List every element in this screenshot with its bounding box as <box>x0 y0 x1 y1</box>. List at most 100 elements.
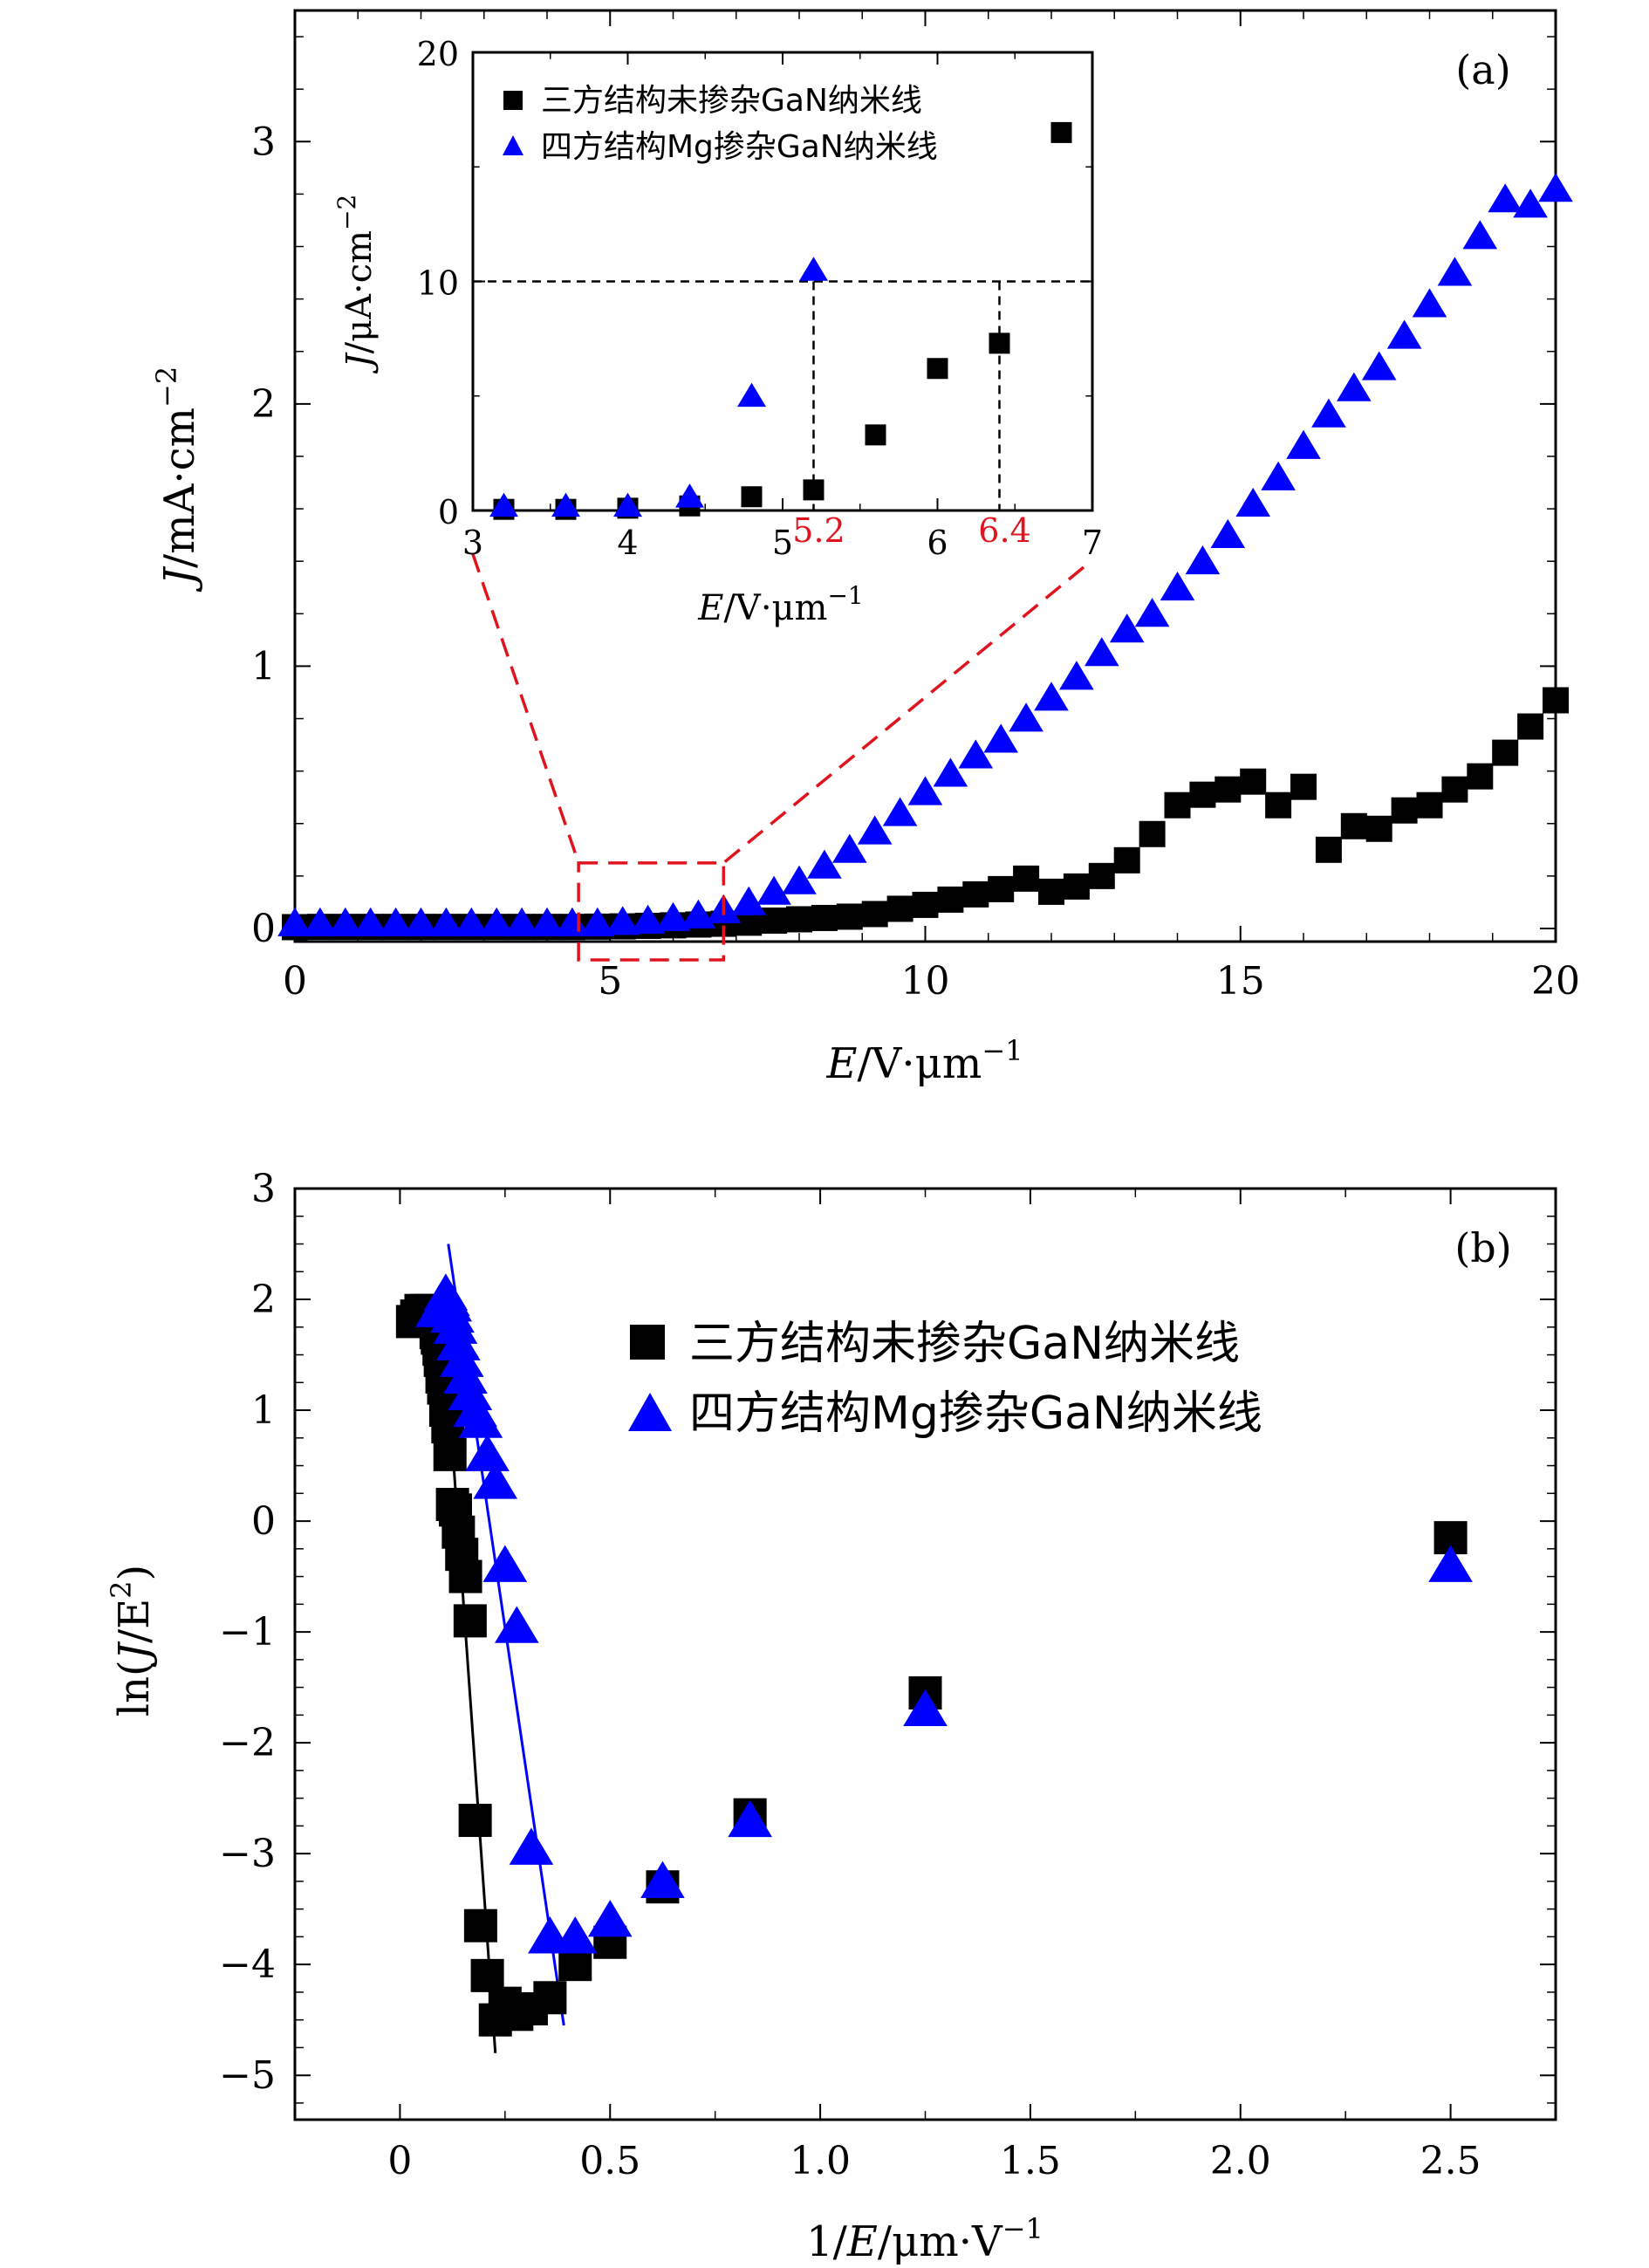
triangle-marker <box>1428 1545 1473 1582</box>
inset-legend: 三方结构未掺杂GaN纳米线 四方结构Mg掺杂GaN纳米线 <box>503 83 938 165</box>
triangle-marker <box>832 833 867 863</box>
square-marker <box>435 1488 469 1522</box>
square-marker <box>1290 773 1317 800</box>
panel-a-y-tick-label: 0 <box>251 907 276 951</box>
triangle-marker <box>580 907 615 936</box>
square-marker <box>1139 820 1166 847</box>
square-marker <box>1265 791 1292 819</box>
triangle-marker <box>728 1799 772 1838</box>
zoom-region <box>577 861 726 962</box>
panel-a-y-tick-label: 3 <box>251 120 276 164</box>
triangle-marker <box>328 907 363 936</box>
triangle-marker <box>756 875 791 905</box>
triangle-marker <box>473 1462 518 1499</box>
square-marker <box>761 907 788 934</box>
legend-label: 四方结构Mg掺杂GaN纳米线 <box>689 1388 1262 1440</box>
panel-b-y-tick-label: −3 <box>219 1832 276 1876</box>
square-marker <box>937 886 964 913</box>
square-marker <box>741 486 763 508</box>
inset-x-tick-label: 5 <box>772 524 793 562</box>
panel-b-x-tick-label: 2.5 <box>1420 2139 1481 2183</box>
triangle-marker <box>1059 661 1094 690</box>
triangle-marker <box>428 907 464 936</box>
panel-a-x-tick-label: 10 <box>901 959 950 1004</box>
panel-b-y-tick-label: −2 <box>219 1721 276 1765</box>
square-marker <box>1517 713 1544 740</box>
triangle-marker <box>1009 702 1043 732</box>
panel-a: 0 5 10 15 20 0 1 2 3 (a) E/V·μm−1 J/mA·cm−2 3 4 5 6… <box>150 9 1580 1088</box>
triangle-marker <box>1286 429 1321 459</box>
square-marker <box>1088 862 1115 889</box>
square-marker <box>1467 763 1494 790</box>
triangle-marker <box>675 483 704 508</box>
square-marker <box>478 2003 512 2037</box>
square-marker <box>912 891 939 918</box>
triangle-marker <box>1513 188 1548 218</box>
square-marker <box>1113 846 1140 874</box>
zoom-connector-line <box>471 553 580 864</box>
inset-y-tick-label: 0 <box>438 493 459 531</box>
triangle-marker <box>414 1290 460 1327</box>
square-marker <box>1013 865 1040 892</box>
square-marker <box>1340 812 1367 839</box>
triangle-marker <box>1361 351 1397 380</box>
panel-a-x-tick-label: 0 <box>283 959 307 1004</box>
triangle-marker <box>489 492 518 517</box>
panel-a-y-tick-label: 1 <box>251 644 276 689</box>
triangle-marker <box>1386 319 1422 349</box>
square-marker <box>433 1437 467 1471</box>
panel-b-x-tick-label: 1.0 <box>790 2139 851 2183</box>
panel-b: 0 0.5 1.0 1.5 2.0 2.5 −5 −4 −3 −2 −1 0 1 2 3 (b) 1/E/μ… <box>105 1167 1557 2266</box>
panel-b-x-tick-label: 0.5 <box>579 2139 640 2183</box>
triangle-marker <box>983 723 1018 753</box>
panel-b-y-tick-label: 1 <box>251 1388 276 1433</box>
square-marker <box>1164 791 1191 819</box>
square-marker <box>886 895 913 922</box>
legend-square-marker <box>630 1325 665 1360</box>
triangle-marker <box>907 776 943 805</box>
triangle-marker <box>1134 598 1170 627</box>
square-marker <box>962 880 989 908</box>
triangle-marker <box>737 382 766 408</box>
square-marker <box>811 904 838 931</box>
panel-a-x-axis-title: E/V·μm−1 <box>825 1034 1023 1088</box>
inset-legend-label: 四方结构Mg掺杂GaN纳米线 <box>541 129 938 165</box>
triangle-marker <box>1437 257 1473 286</box>
inset-x-tick-label: 7 <box>1082 524 1103 562</box>
square-marker <box>1240 768 1267 795</box>
triangle-marker <box>903 1689 948 1727</box>
triangle-marker <box>504 907 539 936</box>
square-marker <box>989 332 1010 354</box>
triangle-marker <box>528 1916 572 1954</box>
triangle-marker <box>958 739 994 769</box>
legend-label: 三方结构未掺杂GaN纳米线 <box>689 1318 1240 1370</box>
triangle-marker <box>1538 173 1573 202</box>
triangle-marker <box>799 257 828 281</box>
triangle-marker <box>640 1860 685 1898</box>
triangle-marker <box>605 906 640 935</box>
inset-y-tick-label: 20 <box>417 35 459 73</box>
inset-legend-label: 三方结构未掺杂GaN纳米线 <box>541 83 922 119</box>
panel-b-y-tick-label: −1 <box>219 1610 276 1655</box>
triangle-marker <box>482 1545 528 1582</box>
inset-legend-triangle-marker <box>503 135 523 155</box>
inset-x-tick-label: 4 <box>617 524 638 562</box>
triangle-marker <box>807 849 842 879</box>
triangle-marker <box>1210 518 1246 549</box>
square-marker <box>1215 776 1242 803</box>
square-marker <box>1441 776 1468 803</box>
triangle-marker <box>352 907 388 936</box>
triangle-marker <box>782 865 817 894</box>
triangle-marker <box>403 907 439 936</box>
inset-y-tick-label: 10 <box>417 264 459 303</box>
triangle-marker <box>1034 682 1069 711</box>
triangle-marker <box>551 492 580 517</box>
square-marker <box>470 1958 504 1992</box>
triangle-marker <box>933 757 968 787</box>
triangle-marker <box>1462 220 1498 250</box>
panel-b-y-tick-label: 3 <box>251 1167 276 1211</box>
triangle-marker <box>1337 372 1372 401</box>
triangle-marker <box>1185 545 1221 575</box>
square-marker <box>803 479 824 501</box>
triangle-marker <box>882 797 918 826</box>
